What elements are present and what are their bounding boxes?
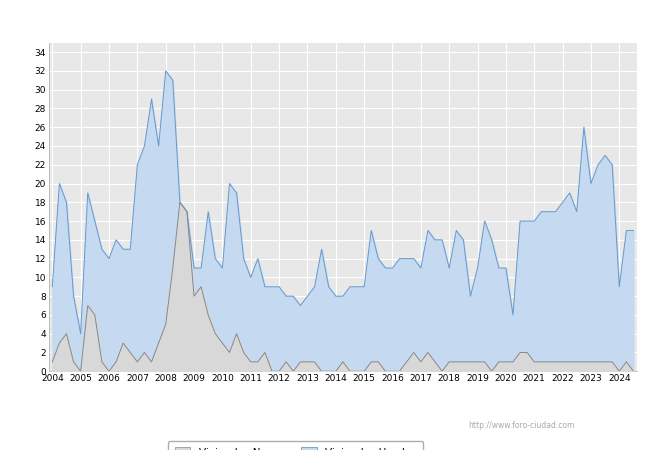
Text: http://www.foro-ciudad.com: http://www.foro-ciudad.com [468,421,575,430]
Legend: Viviendas Nuevas, Viviendas Usadas: Viviendas Nuevas, Viviendas Usadas [168,441,423,450]
Text: Valencia de Alcántara - Evolucion del Nº de Transacciones Inmobiliarias: Valencia de Alcántara - Evolucion del Nº… [114,13,536,26]
